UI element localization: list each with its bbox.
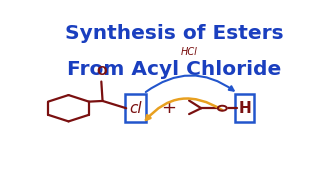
Text: H: H bbox=[238, 101, 251, 116]
Text: +: + bbox=[162, 99, 176, 117]
Text: O: O bbox=[96, 65, 107, 78]
Circle shape bbox=[218, 106, 227, 111]
Text: Synthesis of Esters: Synthesis of Esters bbox=[65, 24, 283, 43]
Text: cl: cl bbox=[129, 101, 142, 116]
Text: From Acyl Chloride: From Acyl Chloride bbox=[67, 60, 281, 79]
Text: HCl: HCl bbox=[180, 47, 197, 57]
